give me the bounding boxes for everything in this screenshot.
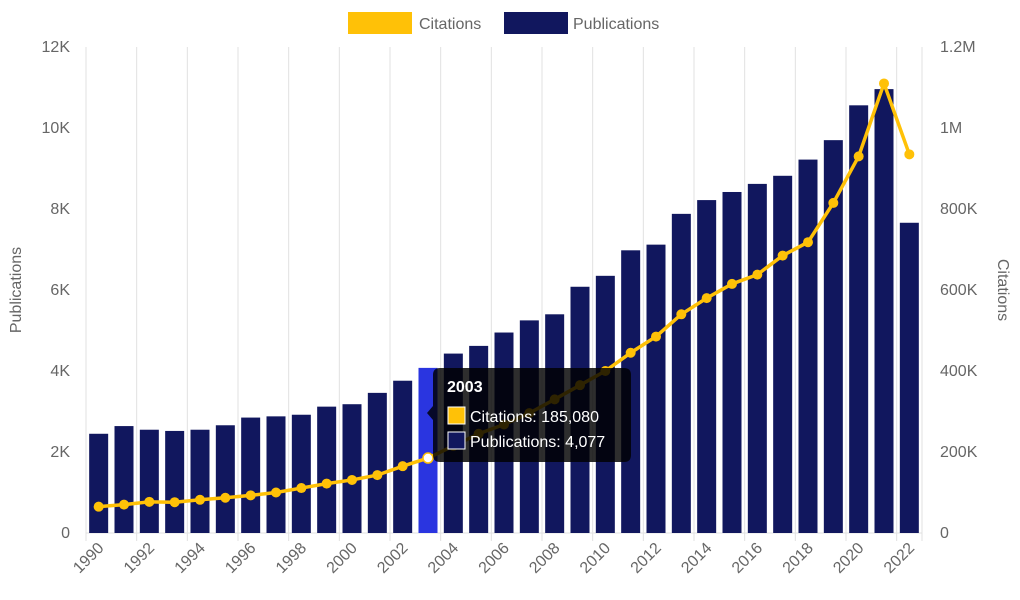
x-tick-label: 2004 xyxy=(425,540,462,577)
citations-point-2021 xyxy=(879,78,889,89)
publications-bar-2002 xyxy=(393,380,413,533)
citations-point-2014 xyxy=(701,293,712,304)
y-left-tick-label: 8K xyxy=(50,201,70,218)
tooltip: 2003 Citations: 185,080 Publications: 4,07… xyxy=(427,368,631,462)
publications-bar-2013 xyxy=(671,213,691,534)
tooltip-title: 2003 xyxy=(447,379,483,396)
publications-bar-2016 xyxy=(747,183,767,533)
publications-bar-1999 xyxy=(317,406,337,533)
citations-point-1998 xyxy=(296,483,307,494)
y-right-tick-label: 200K xyxy=(940,444,978,461)
citations-point-2015 xyxy=(727,278,737,289)
x-tick-label: 2012 xyxy=(628,540,665,577)
y-left-axis-title: Publications xyxy=(8,247,25,333)
bar-layer xyxy=(89,89,919,534)
y-right-tick-label: 600K xyxy=(940,282,978,299)
y-right-tick-label: 0 xyxy=(940,525,949,542)
citations-point-1990 xyxy=(93,501,104,512)
x-tick-label: 2016 xyxy=(729,540,766,577)
legend-label-publications: Publications xyxy=(573,16,659,33)
y-right-tick-label: 1M xyxy=(940,120,962,137)
publications-bar-1998 xyxy=(291,414,311,533)
publications-bar-2021 xyxy=(874,89,894,534)
y-left-tick-label: 4K xyxy=(50,363,70,380)
tooltip-box xyxy=(427,368,631,462)
x-tick-label: 2010 xyxy=(577,540,614,577)
citations-point-1997 xyxy=(271,487,281,498)
x-tick-label: 2020 xyxy=(830,540,867,577)
citations-point-1993 xyxy=(169,497,180,508)
publications-bar-1993 xyxy=(165,430,185,533)
y-right-axis-title: Citations xyxy=(994,259,1011,321)
citations-point-1991 xyxy=(119,499,129,510)
publications-bar-1995 xyxy=(215,425,235,533)
publications-bar-2014 xyxy=(697,200,717,533)
x-tick-label: 2008 xyxy=(526,540,563,577)
citations-point-2001 xyxy=(372,470,383,481)
legend-swatch-publications xyxy=(504,12,568,34)
citations-point-1996 xyxy=(245,490,256,501)
citations-point-1995 xyxy=(220,492,231,503)
x-tick-label: 1998 xyxy=(273,540,310,577)
y-left-tick-label: 10K xyxy=(42,120,71,137)
x-tick-label: 1990 xyxy=(70,540,107,577)
y-right-tick-label: 800K xyxy=(940,201,978,218)
publications-bar-2017 xyxy=(773,175,793,534)
tooltip-swatch xyxy=(447,431,466,450)
publications-bar-2020 xyxy=(849,105,869,533)
citations-point-2013 xyxy=(676,309,687,320)
y-right-tick-label: 400K xyxy=(940,363,978,380)
citations-point-2012 xyxy=(651,331,661,342)
legend-label-citations: Citations xyxy=(419,16,481,33)
tooltip-swatch xyxy=(447,406,466,425)
citations-point-1994 xyxy=(195,494,205,505)
publications-bar-1997 xyxy=(266,416,286,533)
citations-point-2019 xyxy=(828,197,839,208)
publications-bar-1990 xyxy=(89,433,109,533)
citations-point-1992 xyxy=(144,496,155,507)
publications-bar-2000 xyxy=(342,404,362,533)
citations-point-2020 xyxy=(853,151,864,162)
publications-bar-2022 xyxy=(899,222,919,533)
x-tick-label: 2018 xyxy=(780,540,817,577)
publications-bar-1992 xyxy=(139,429,159,533)
x-tick-label: 2006 xyxy=(476,540,513,577)
publications-bar-2001 xyxy=(367,392,387,533)
citations-point-2017 xyxy=(777,250,788,261)
x-tick-label: 2014 xyxy=(678,540,715,577)
citations-point-2022 xyxy=(904,149,915,160)
y-left-tick-label: 12K xyxy=(42,39,71,56)
tooltip-line: Publications: 4,077 xyxy=(470,434,605,451)
citations-point-2011 xyxy=(625,347,636,358)
publications-bar-1994 xyxy=(190,429,210,533)
y-left-tick-label: 6K xyxy=(50,282,70,299)
citations-point-1999 xyxy=(321,478,332,489)
y-right-tick-label: 1.2M xyxy=(940,39,976,56)
publications-bar-1996 xyxy=(241,417,261,533)
publications-bar-2015 xyxy=(722,191,742,534)
x-tick-label: 2022 xyxy=(881,540,918,577)
citations-point-2003 xyxy=(422,452,434,464)
y-left-tick-label: 0 xyxy=(61,525,70,542)
x-tick-label: 1994 xyxy=(172,540,209,577)
tooltip-line: Citations: 185,080 xyxy=(470,409,599,426)
x-tick-label: 2000 xyxy=(324,540,361,577)
citations-point-2018 xyxy=(803,237,813,248)
x-tick-label: 1996 xyxy=(222,540,259,577)
citations-point-2002 xyxy=(397,461,408,472)
legend: Citations Publications xyxy=(348,12,659,34)
publications-bar-2018 xyxy=(798,159,818,533)
x-tick-label: 2002 xyxy=(374,540,411,577)
x-tick-label: 1992 xyxy=(121,540,158,577)
publications-bar-2012 xyxy=(646,244,666,533)
y-left-tick-label: 2K xyxy=(50,444,70,461)
publications-bar-1991 xyxy=(114,426,134,533)
publications-bar-2019 xyxy=(823,140,843,533)
legend-swatch-citations xyxy=(348,12,412,34)
citations-point-2000 xyxy=(347,474,357,485)
citations-point-2016 xyxy=(752,269,763,280)
